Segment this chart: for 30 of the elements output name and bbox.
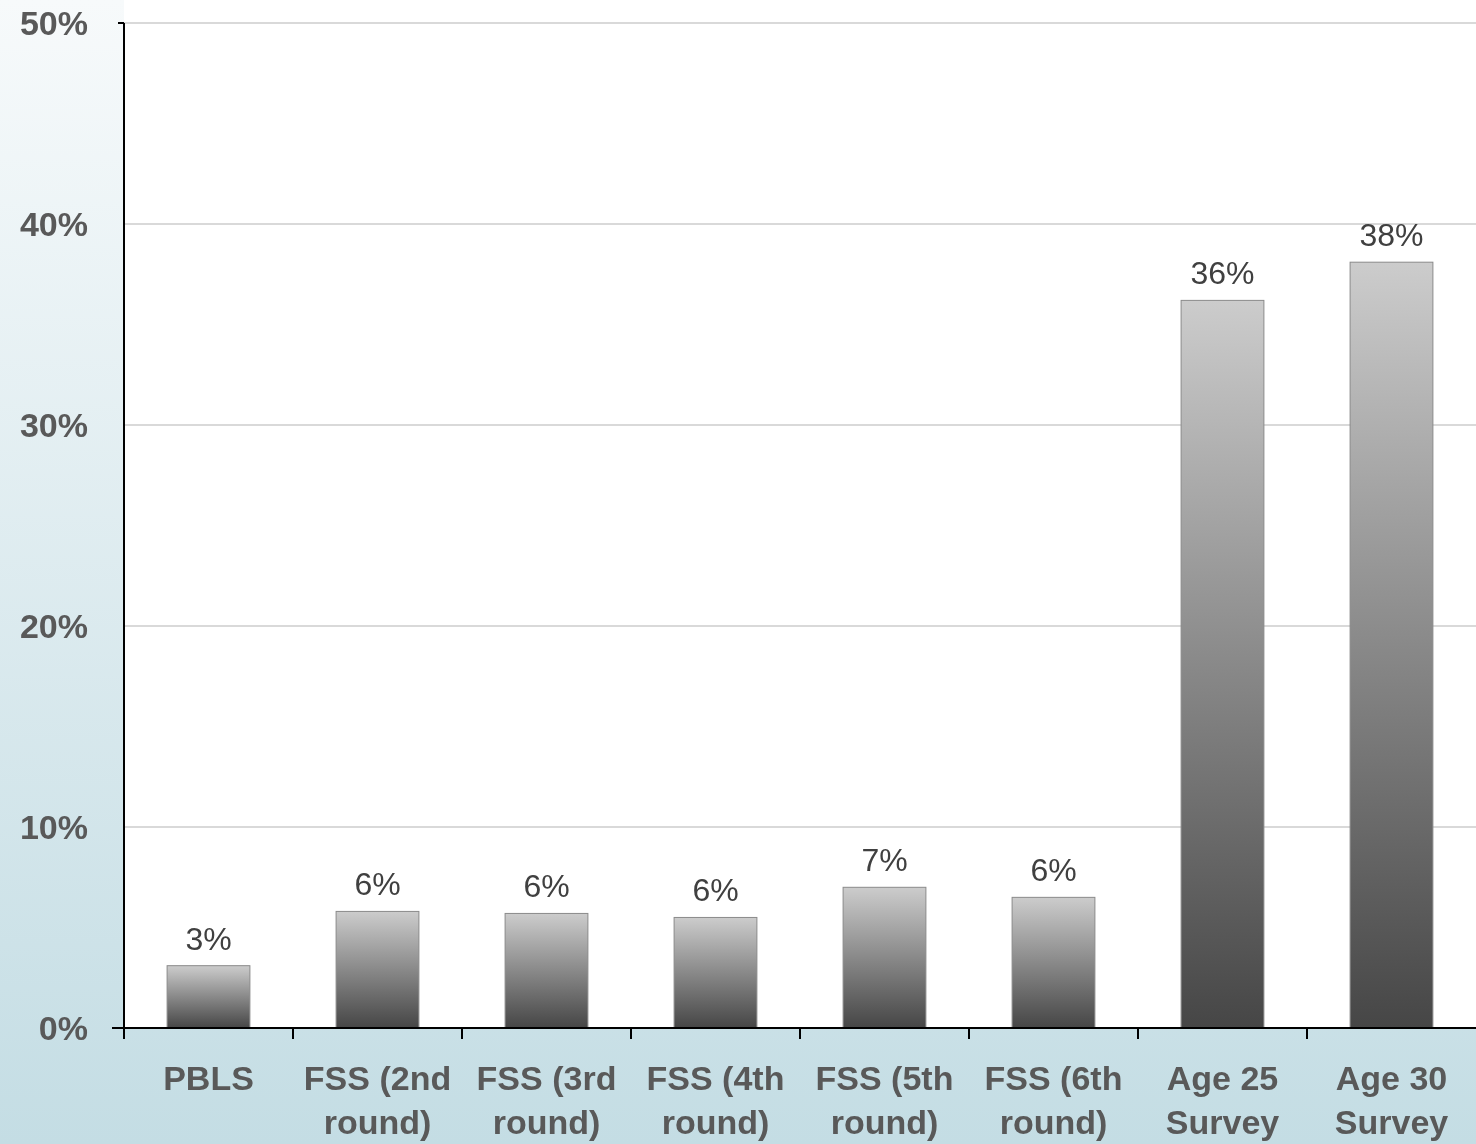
- y-tick-label: 20%: [19, 607, 88, 645]
- y-tick-label: 50%: [19, 4, 88, 42]
- bar: [1180, 299, 1265, 1029]
- data-label: 36%: [1190, 255, 1255, 292]
- bar: [335, 910, 420, 1029]
- bar: [673, 916, 758, 1029]
- x-tick-label: PBLS: [163, 1059, 254, 1097]
- bar: [166, 965, 251, 1029]
- data-label: 6%: [1030, 852, 1077, 889]
- x-tick-label: FSS (2nd round): [303, 1059, 452, 1141]
- data-label: 3%: [185, 920, 232, 957]
- x-tick-label: FSS (3rd round): [476, 1059, 617, 1141]
- data-label: 7%: [861, 842, 908, 879]
- bar: [504, 912, 589, 1029]
- y-tick-label: 10%: [19, 808, 88, 846]
- data-label: 38%: [1359, 217, 1424, 254]
- x-tick-label: FSS (5th round): [815, 1059, 954, 1141]
- data-label: 6%: [523, 868, 570, 905]
- bar: [842, 886, 927, 1029]
- bar: [1349, 261, 1434, 1029]
- bar: [1011, 896, 1096, 1029]
- y-tick-label: 0%: [38, 1009, 88, 1047]
- data-label: 6%: [692, 872, 739, 909]
- data-label: 6%: [354, 866, 401, 903]
- x-tick-label: FSS (6th round): [984, 1059, 1123, 1141]
- x-tick-label: Age 30 Survey: [1334, 1059, 1449, 1141]
- y-tick-label: 30%: [19, 406, 88, 444]
- x-tick-label: Age 25 Survey: [1165, 1059, 1280, 1141]
- x-tick-label: FSS (4th round): [646, 1059, 785, 1141]
- y-tick-label: 40%: [19, 205, 88, 243]
